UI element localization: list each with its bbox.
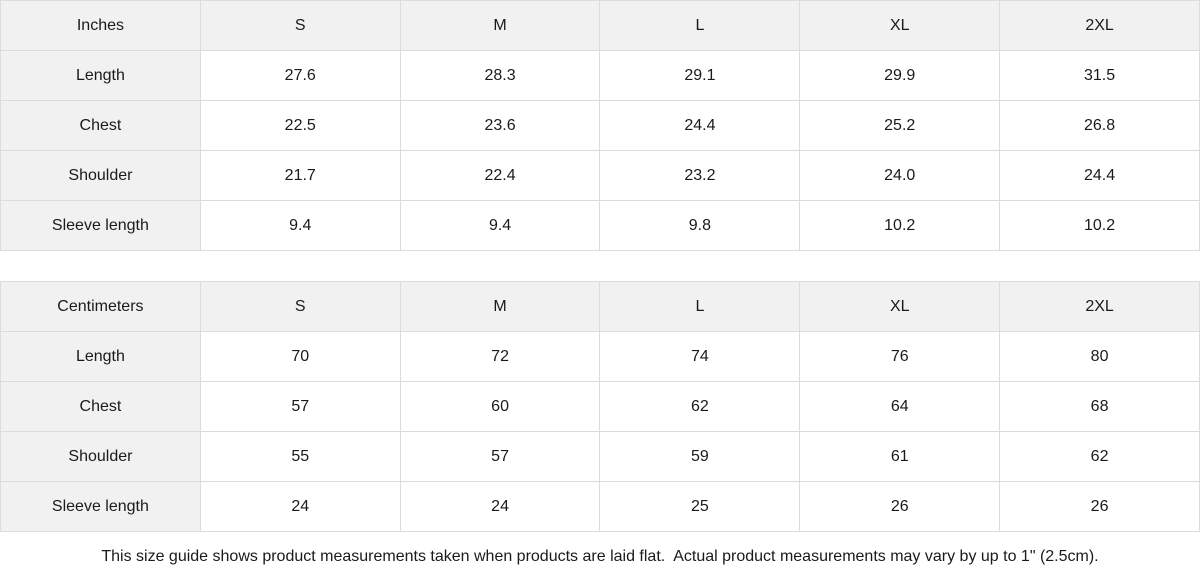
measurement-cell: 26 bbox=[799, 481, 1001, 532]
measurement-cell: 64 bbox=[799, 381, 1001, 432]
row-label-cell: Shoulder bbox=[0, 431, 201, 482]
size-header-l: L bbox=[599, 281, 801, 332]
measurement-cell: 10.2 bbox=[999, 200, 1200, 251]
measurement-cell: 55 bbox=[199, 431, 401, 482]
measurement-cell: 76 bbox=[799, 331, 1001, 382]
size-header-s: S bbox=[199, 0, 401, 51]
size-header-m: M bbox=[399, 0, 601, 51]
size-header-xl: XL bbox=[799, 0, 1001, 51]
footer-note: This size guide shows product measuremen… bbox=[101, 547, 1099, 565]
measurement-cell: 21.7 bbox=[199, 150, 401, 201]
size-header-xl: XL bbox=[799, 281, 1001, 332]
measurement-cell: 57 bbox=[399, 431, 601, 482]
measurement-cell: 23.6 bbox=[399, 100, 601, 151]
measurement-cell: 9.4 bbox=[399, 200, 601, 251]
measurement-cell: 26.8 bbox=[999, 100, 1200, 151]
table-row: Length 70 72 74 76 80 bbox=[0, 331, 1200, 382]
measurement-cell: 22.4 bbox=[399, 150, 601, 201]
measurement-cell: 9.4 bbox=[199, 200, 401, 251]
row-label-cell: Shoulder bbox=[0, 150, 201, 201]
measurement-cell: 24.0 bbox=[799, 150, 1001, 201]
size-header-2xl: 2XL bbox=[999, 0, 1200, 51]
measurement-cell: 31.5 bbox=[999, 50, 1200, 101]
table-row: Sleeve length 9.4 9.4 9.8 10.2 10.2 bbox=[0, 200, 1200, 251]
measurement-cell: 57 bbox=[199, 381, 401, 432]
row-label-cell: Sleeve length bbox=[0, 481, 201, 532]
measurement-cell: 25.2 bbox=[799, 100, 1001, 151]
size-guide-table-centimeters: Centimeters S M L XL 2XL Length 70 72 74… bbox=[0, 281, 1200, 532]
table-row: Chest 22.5 23.6 24.4 25.2 26.8 bbox=[0, 100, 1200, 151]
table-row: Length 27.6 28.3 29.1 29.9 31.5 bbox=[0, 50, 1200, 101]
measurement-cell: 72 bbox=[399, 331, 601, 382]
measurement-cell: 61 bbox=[799, 431, 1001, 482]
row-label-cell: Sleeve length bbox=[0, 200, 201, 251]
measurement-cell: 10.2 bbox=[799, 200, 1001, 251]
measurement-cell: 70 bbox=[199, 331, 401, 382]
measurement-cell: 24 bbox=[199, 481, 401, 532]
measurement-cell: 22.5 bbox=[199, 100, 401, 151]
measurement-cell: 24.4 bbox=[999, 150, 1200, 201]
measurement-cell: 23.2 bbox=[599, 150, 801, 201]
size-header-2xl: 2XL bbox=[999, 281, 1200, 332]
measurement-cell: 27.6 bbox=[199, 50, 401, 101]
measurement-cell: 60 bbox=[399, 381, 601, 432]
measurement-cell: 29.9 bbox=[799, 50, 1001, 101]
unit-header-cell: Inches bbox=[0, 0, 201, 51]
measurement-cell: 26 bbox=[999, 481, 1200, 532]
table-row: Shoulder 21.7 22.4 23.2 24.0 24.4 bbox=[0, 150, 1200, 201]
table-row: Shoulder 55 57 59 61 62 bbox=[0, 431, 1200, 482]
measurement-cell: 9.8 bbox=[599, 200, 801, 251]
measurement-cell: 59 bbox=[599, 431, 801, 482]
row-label-cell: Chest bbox=[0, 381, 201, 432]
measurement-cell: 74 bbox=[599, 331, 801, 382]
table-row: Sleeve length 24 24 25 26 26 bbox=[0, 481, 1200, 532]
table-row: Chest 57 60 62 64 68 bbox=[0, 381, 1200, 432]
table-header-row: Centimeters S M L XL 2XL bbox=[0, 281, 1200, 332]
measurement-cell: 24 bbox=[399, 481, 601, 532]
size-header-s: S bbox=[199, 281, 401, 332]
row-label-cell: Chest bbox=[0, 100, 201, 151]
table-spacer bbox=[0, 251, 1200, 281]
size-header-l: L bbox=[599, 0, 801, 51]
measurement-cell: 62 bbox=[599, 381, 801, 432]
table-header-row: Inches S M L XL 2XL bbox=[0, 0, 1200, 51]
measurement-cell: 80 bbox=[999, 331, 1200, 382]
row-label-cell: Length bbox=[0, 50, 201, 101]
measurement-cell: 24.4 bbox=[599, 100, 801, 151]
measurement-cell: 62 bbox=[999, 431, 1200, 482]
size-guide-table-inches: Inches S M L XL 2XL Length 27.6 28.3 29.… bbox=[0, 0, 1200, 251]
measurement-cell: 25 bbox=[599, 481, 801, 532]
measurement-cell: 68 bbox=[999, 381, 1200, 432]
unit-header-cell: Centimeters bbox=[0, 281, 201, 332]
measurement-cell: 29.1 bbox=[599, 50, 801, 101]
measurement-cell: 28.3 bbox=[399, 50, 601, 101]
row-label-cell: Length bbox=[0, 331, 201, 382]
size-header-m: M bbox=[399, 281, 601, 332]
